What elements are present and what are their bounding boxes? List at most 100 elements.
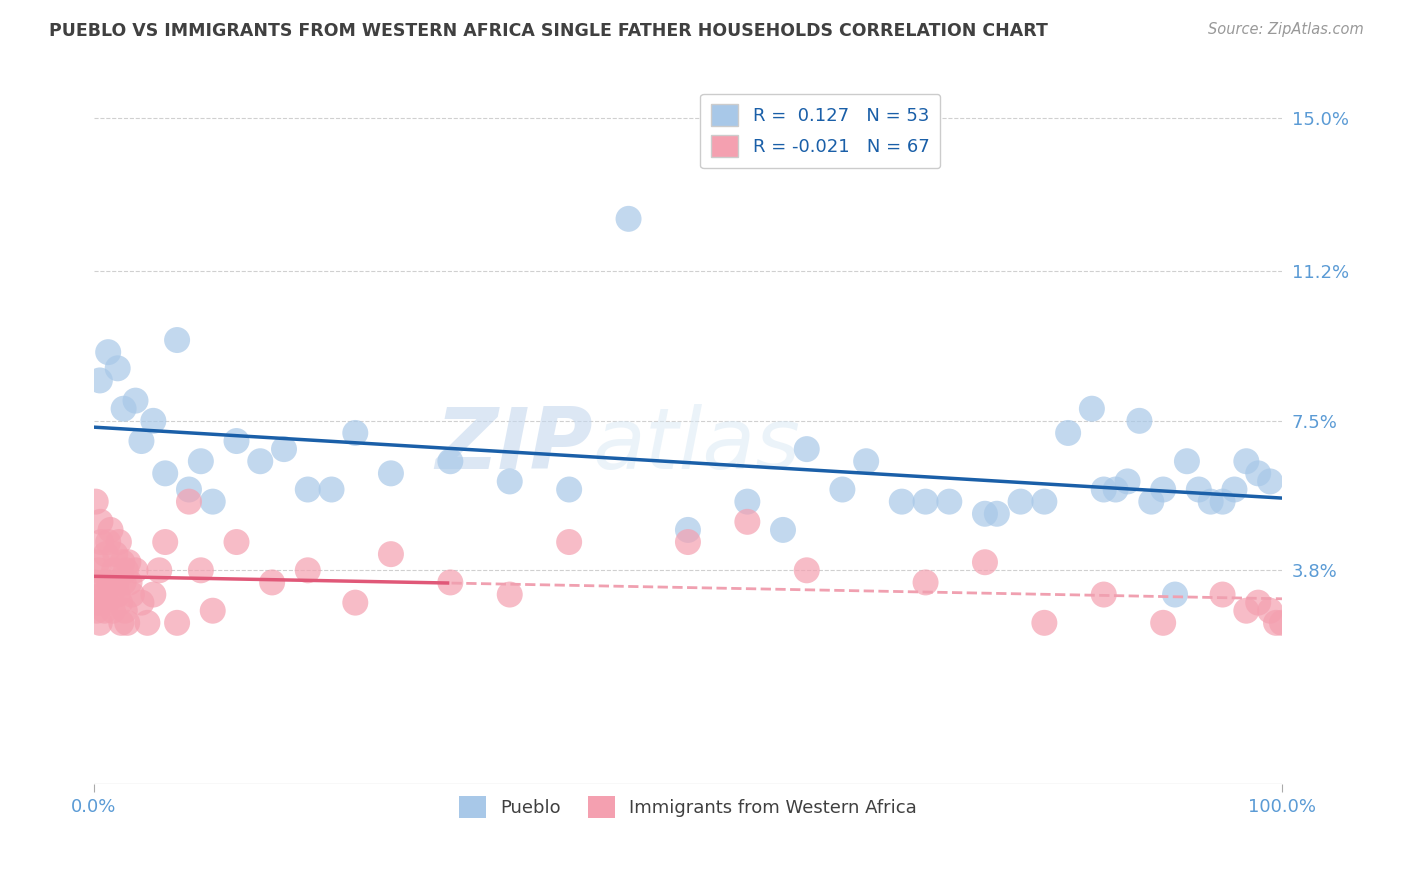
Point [831,483,853,497]
Point [796,442,818,456]
Point [111,555,134,569]
Point [1234,454,1257,468]
Point [558,535,581,549]
Point [1175,454,1198,468]
Point [121,588,143,602]
Text: Source: ZipAtlas.com: Source: ZipAtlas.com [1208,22,1364,37]
Point [118,575,141,590]
Point [97,535,120,549]
Point [1265,615,1288,630]
Point [344,425,367,440]
Text: atlas: atlas [593,403,801,486]
Point [676,535,699,549]
Point [94,547,117,561]
Point [1152,615,1174,630]
Point [190,563,212,577]
Point [1092,483,1115,497]
Point [499,475,522,489]
Point [142,414,165,428]
Point [86,604,108,618]
Point [201,494,224,508]
Point [297,483,319,497]
Point [938,494,960,508]
Point [90,535,112,549]
Point [114,604,136,618]
Point [105,575,128,590]
Point [225,535,247,549]
Point [89,373,111,387]
Point [93,604,115,618]
Point [1188,483,1211,497]
Point [344,596,367,610]
Point [1247,467,1270,481]
Point [89,515,111,529]
Point [1199,494,1222,508]
Point [1271,615,1294,630]
Point [112,575,135,590]
Point [1081,401,1104,416]
Point [1234,604,1257,618]
Point [101,604,124,618]
Point [124,393,146,408]
Point [108,535,131,549]
Point [890,494,912,508]
Point [855,454,877,468]
Point [97,345,120,359]
Point [249,454,271,468]
Point [380,547,402,561]
Point [1010,494,1032,508]
Point [84,494,107,508]
Point [90,596,112,610]
Point [1033,615,1056,630]
Point [100,588,122,602]
Point [1258,604,1281,618]
Point [737,494,759,508]
Point [124,563,146,577]
Point [1164,588,1187,602]
Point [439,454,461,468]
Point [1247,596,1270,610]
Point [131,434,153,448]
Point [177,483,200,497]
Point [107,588,129,602]
Point [297,563,319,577]
Point [974,555,997,569]
Point [1223,483,1246,497]
Point [131,596,153,610]
Point [115,615,138,630]
Point [1104,483,1126,497]
Point [796,563,818,577]
Point [772,523,794,537]
Point [177,494,200,508]
Point [87,563,110,577]
Point [84,575,107,590]
Point [84,596,107,610]
Point [190,454,212,468]
Point [1212,494,1234,508]
Point [107,361,129,376]
Point [117,555,139,569]
Point [986,507,1008,521]
Text: ZIP: ZIP [436,403,593,486]
Legend: Pueblo, Immigrants from Western Africa: Pueblo, Immigrants from Western Africa [451,789,924,825]
Point [974,507,997,521]
Point [86,555,108,569]
Point [155,535,177,549]
Point [499,588,522,602]
Point [110,615,132,630]
Point [225,434,247,448]
Point [100,523,122,537]
Point [91,588,114,602]
Point [104,547,127,561]
Point [136,615,159,630]
Point [439,575,461,590]
Point [1212,588,1234,602]
Point [1116,475,1139,489]
Point [112,401,135,416]
Point [103,563,125,577]
Point [108,596,131,610]
Point [1033,494,1056,508]
Point [201,604,224,618]
Point [1140,494,1163,508]
Point [321,483,343,497]
